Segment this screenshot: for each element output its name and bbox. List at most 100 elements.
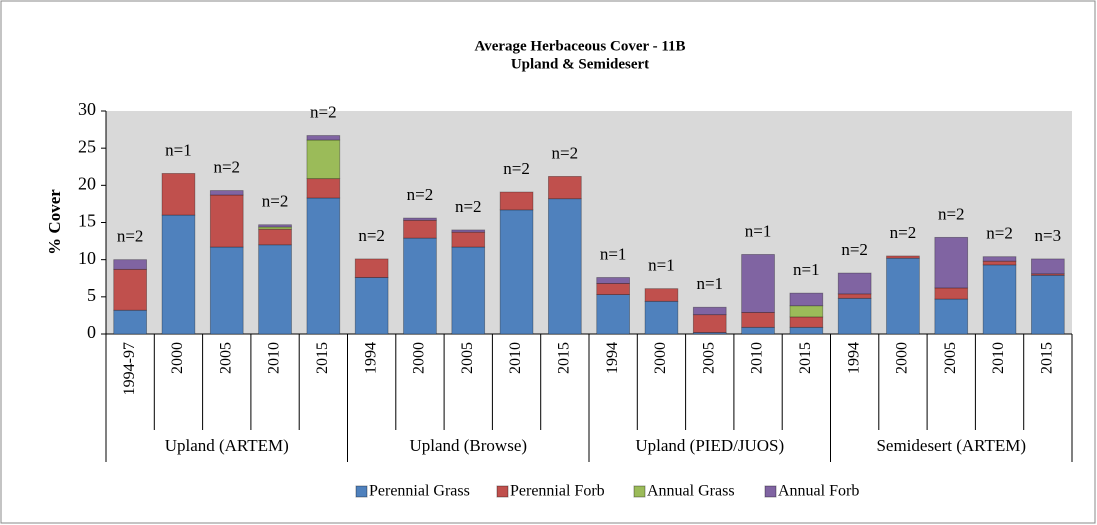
bar-segment	[548, 176, 582, 200]
legend-label: Annual Forb	[778, 483, 859, 500]
x-tick-label: 2005	[459, 342, 476, 374]
group-label: Upland (Browse)	[409, 436, 527, 455]
annotation: n=2	[213, 157, 240, 176]
bar-segment	[837, 272, 872, 295]
annotation: n=2	[262, 192, 289, 211]
legend-swatch	[355, 485, 368, 498]
bar-segment	[837, 293, 872, 299]
bar-segment	[1031, 258, 1065, 275]
bar-segment	[886, 255, 920, 259]
bar-segment	[354, 277, 389, 335]
plot-area	[106, 111, 1072, 334]
x-tick-label: 1994	[845, 342, 862, 374]
annotation: n=1	[745, 221, 772, 240]
y-tick-label: 0	[87, 322, 96, 342]
x-tick-label: 2005	[942, 342, 959, 374]
bar-segment	[499, 209, 534, 335]
bar-segment	[1031, 274, 1065, 335]
x-tick-label: 2010	[266, 342, 283, 374]
y-tick-label: 5	[87, 285, 96, 305]
bar-segment	[692, 314, 727, 333]
bar-segment	[789, 292, 824, 307]
bar-segment	[789, 316, 824, 328]
y-tick-label: 10	[78, 248, 96, 268]
x-tick-label: 2010	[990, 342, 1007, 374]
legend-label: Annual Grass	[647, 483, 735, 500]
bar-segment	[644, 300, 679, 335]
bar-segment	[113, 309, 147, 335]
x-tick-label: 1994	[604, 342, 621, 374]
bar-segment	[451, 229, 486, 233]
group-label: Semidesert (ARTEM)	[876, 436, 1026, 455]
bar-segment	[741, 312, 775, 328]
x-tick-label: 2000	[411, 342, 428, 374]
annotation: n=2	[310, 102, 337, 121]
x-tick-label: 2000	[894, 342, 911, 374]
y-tick-label: 25	[78, 136, 96, 156]
legend-swatch	[764, 485, 777, 498]
legend-swatch	[496, 485, 509, 498]
bar-segment	[258, 226, 292, 230]
legend-label: Perennial Forb	[510, 483, 605, 500]
annotation: n=2	[938, 204, 965, 223]
x-tick-label: 2000	[169, 342, 186, 374]
x-tick-label: 2015	[797, 342, 814, 374]
bar-segment	[451, 231, 486, 248]
bar-segment	[113, 259, 147, 270]
chart-subtitle: Upland & Semidesert	[511, 56, 649, 72]
bar-segment	[789, 305, 824, 318]
x-tick-label: 2010	[507, 342, 524, 374]
y-axis-label: % Cover	[45, 189, 64, 255]
bar-segment	[596, 283, 630, 296]
y-tick-label: 20	[78, 173, 96, 193]
bar-segment	[741, 326, 775, 335]
bar-segment	[306, 135, 341, 141]
bar-segment	[644, 288, 679, 302]
bar-segment	[258, 224, 292, 228]
bar-segment	[789, 326, 824, 335]
bar-segment	[982, 264, 1017, 335]
bar-segment	[934, 298, 969, 335]
x-tick-label: 2015	[556, 342, 573, 374]
y-tick-label: 30	[78, 99, 96, 119]
bar-segment	[258, 228, 292, 246]
annotation: n=1	[696, 274, 723, 293]
bar-segment	[161, 214, 196, 335]
bar-segment	[403, 217, 437, 221]
x-tick-label: 2005	[217, 342, 234, 374]
annotation: n=2	[552, 143, 579, 162]
x-tick-label: 1994-97	[121, 342, 138, 395]
bar-segment	[161, 173, 196, 216]
annotation: n=1	[793, 260, 820, 279]
annotation: n=1	[165, 140, 192, 159]
group-label: Upland (PIED/JUOS)	[635, 436, 784, 455]
bar-segment	[741, 254, 775, 313]
x-tick-label: 2015	[314, 342, 331, 374]
x-tick-label: 2005	[700, 342, 717, 374]
y-tick-label: 15	[78, 211, 96, 231]
annotation: n=2	[407, 185, 434, 204]
legend-label: Perennial Grass	[369, 483, 470, 500]
bar-segment	[209, 194, 244, 248]
x-tick-label: 2015	[1039, 342, 1056, 374]
bar-segment	[258, 244, 292, 335]
bar-segment	[306, 178, 341, 199]
chart-title: Average Herbaceous Cover - 11B	[474, 38, 685, 54]
bar-segment	[354, 258, 389, 278]
bar-segment	[499, 191, 534, 211]
annotation: n=2	[890, 223, 917, 242]
bar-segment	[934, 287, 969, 300]
annotation: n=1	[648, 256, 675, 275]
annotation: n=2	[117, 227, 144, 246]
x-tick-label: 2000	[652, 342, 669, 374]
bar-segment	[596, 277, 630, 284]
bar-segment	[113, 268, 147, 311]
annotation: n=2	[503, 159, 530, 178]
legend-swatch	[633, 485, 646, 498]
bar-segment	[306, 197, 341, 335]
x-tick-label: 1994	[362, 342, 379, 374]
bar-segment	[548, 198, 582, 335]
bar-segment	[982, 260, 1017, 266]
annotation: n=1	[600, 244, 627, 263]
